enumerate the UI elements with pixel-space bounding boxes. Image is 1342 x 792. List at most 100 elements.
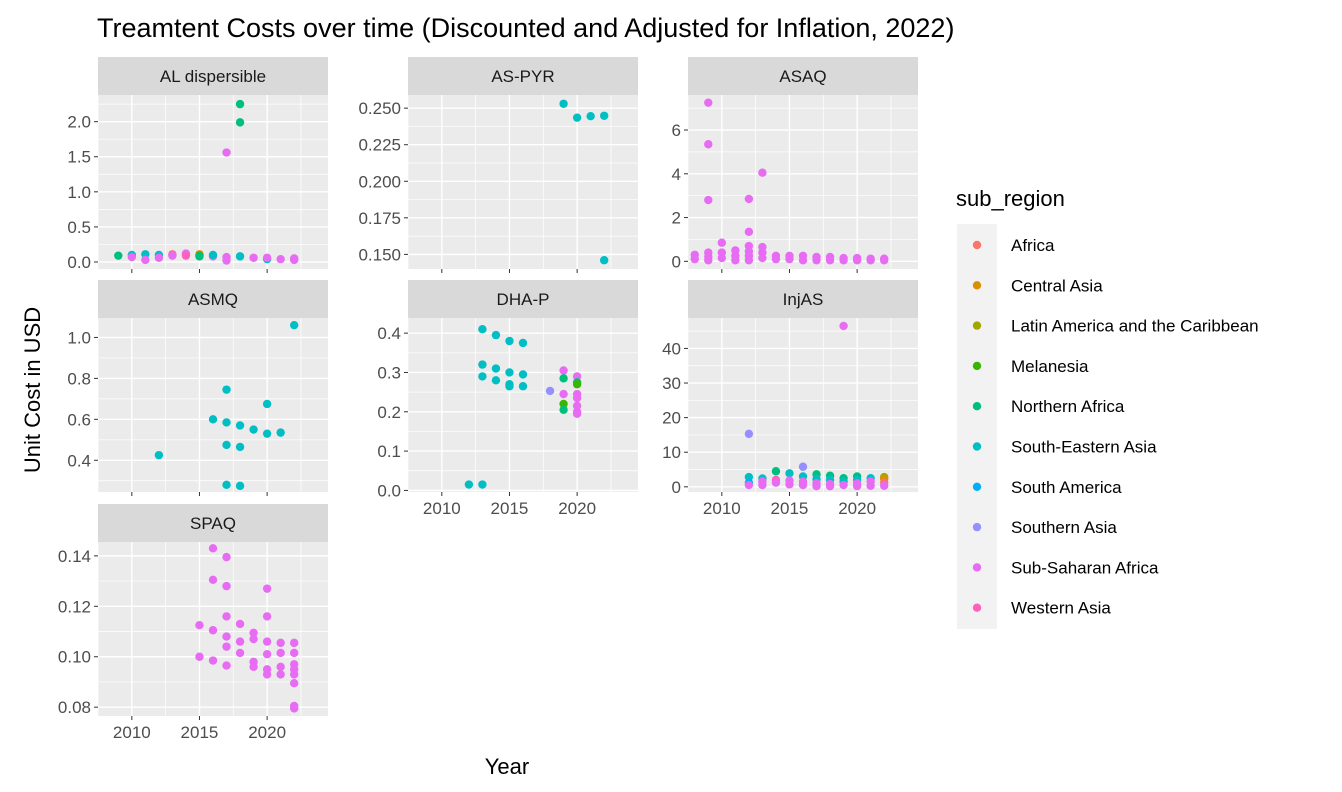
data-point — [262, 637, 272, 646]
data-point — [744, 429, 754, 439]
facet-strip — [98, 280, 328, 318]
facet-strip-label: ASAQ — [779, 67, 826, 86]
x-tick-label: 2020 — [248, 723, 286, 742]
data-point — [114, 251, 123, 260]
y-tick-label: 1.0 — [67, 328, 91, 347]
data-point — [866, 256, 875, 265]
y-tick-label: 0.6 — [67, 410, 91, 429]
y-tick-label: 0.1 — [377, 442, 401, 461]
legend-swatch — [972, 603, 982, 612]
y-tick-label: 0.150 — [358, 245, 401, 264]
data-point — [505, 368, 514, 377]
data-point — [208, 250, 218, 260]
facet-panel: AS-PYR 0.150 0.175 0.200 0.225 0.250 — [358, 57, 638, 273]
data-point — [222, 385, 231, 394]
legend-swatch — [972, 361, 982, 371]
panel-background — [408, 95, 638, 269]
data-point — [731, 256, 740, 265]
y-tick-label: 1.0 — [67, 183, 91, 202]
x-tick-label: 2015 — [181, 723, 219, 742]
data-point — [785, 254, 794, 264]
data-point — [181, 251, 191, 260]
y-tick-label: 0.5 — [67, 218, 91, 237]
data-point — [127, 252, 137, 262]
facet-panel: AL dispersible 0.0 0.5 1.0 1.5 2.0 — [67, 57, 328, 273]
facet-strip — [98, 57, 328, 95]
data-point — [222, 642, 231, 651]
data-point — [599, 256, 609, 265]
facet-panels: AL dispersible 0.0 0.5 1.0 1.5 2.0 AS-PYR 0.150… — [58, 57, 918, 742]
data-point — [852, 256, 862, 265]
panel-background — [688, 95, 918, 269]
data-point — [785, 469, 794, 478]
legend-swatch — [972, 442, 982, 451]
data-point — [491, 364, 501, 373]
data-point — [572, 113, 582, 122]
y-tick-label: 6 — [672, 121, 681, 140]
data-point — [222, 581, 231, 591]
data-point — [785, 480, 794, 489]
y-tick-label: 1.5 — [67, 148, 91, 167]
data-point — [505, 382, 514, 391]
data-point — [195, 621, 204, 630]
panel-background — [98, 318, 328, 492]
legend-swatch — [972, 522, 982, 532]
facet-strip-label: DHA-P — [497, 290, 550, 309]
facet-strip-label: InjAS — [783, 290, 824, 309]
y-tick-label: 20 — [662, 409, 681, 428]
data-point — [839, 321, 848, 331]
x-tick-label: 2020 — [838, 499, 876, 518]
data-point — [771, 478, 781, 487]
facet-strip-label: AS-PYR — [491, 67, 554, 86]
data-point — [866, 481, 875, 490]
y-tick-label: 0 — [672, 478, 681, 497]
data-point — [771, 467, 781, 476]
data-point — [690, 254, 699, 264]
data-point — [235, 619, 245, 629]
legend-swatch — [972, 402, 982, 411]
data-point — [798, 256, 808, 265]
facet-panel: DHA-P 0.0 0.1 0.2 0.3 0.4 2010 2015 2020 — [377, 280, 638, 518]
legend-swatch — [972, 321, 982, 330]
data-point — [235, 481, 245, 491]
y-tick-label: 0.250 — [358, 99, 401, 118]
y-tick-label: 40 — [662, 339, 681, 358]
data-point — [559, 399, 568, 409]
legend-swatch — [972, 482, 982, 491]
y-tick-label: 0.12 — [58, 597, 91, 616]
legend-label: Sub-Saharan Africa — [1011, 558, 1159, 577]
facet-strip — [408, 280, 638, 318]
panel-background — [98, 95, 328, 269]
y-tick-label: 0.4 — [67, 451, 91, 470]
data-point — [235, 421, 245, 430]
data-point — [545, 386, 555, 396]
legend-swatch — [972, 281, 982, 290]
facet-strip-label: AL dispersible — [160, 67, 266, 86]
x-tick-label: 2015 — [491, 499, 529, 518]
data-point — [276, 648, 285, 658]
data-point — [798, 480, 808, 490]
y-tick-label: 0.14 — [58, 547, 91, 566]
data-point — [852, 481, 862, 491]
y-tick-label: 0.10 — [58, 648, 91, 667]
data-point — [518, 382, 528, 391]
data-point — [559, 374, 568, 383]
data-point — [262, 650, 272, 659]
data-point — [289, 704, 299, 713]
data-point — [195, 252, 204, 261]
data-point — [478, 480, 487, 489]
data-point — [812, 481, 821, 491]
x-tick-label: 2020 — [558, 499, 596, 518]
data-point — [839, 480, 848, 490]
data-point — [208, 656, 218, 665]
legend-label: Southern Asia — [1011, 518, 1117, 537]
y-tick-label: 0.175 — [358, 209, 401, 228]
data-point — [704, 195, 713, 205]
x-axis-title: Year — [485, 754, 529, 779]
y-tick-label: 2.0 — [67, 113, 91, 132]
data-point — [491, 330, 501, 340]
facet-strip — [98, 504, 328, 542]
legend-swatch — [972, 240, 982, 250]
data-point — [235, 442, 245, 452]
facet-strip — [688, 280, 918, 318]
